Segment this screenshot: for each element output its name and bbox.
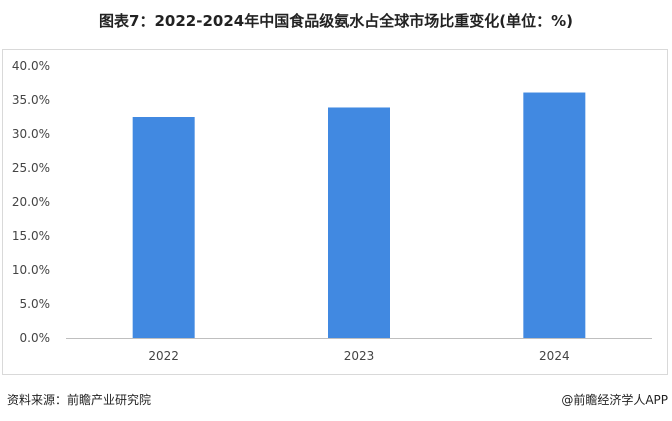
y-tick-label: 0.0% bbox=[20, 331, 51, 345]
y-tick-label: 35.0% bbox=[12, 93, 50, 107]
chart-frame bbox=[2, 49, 668, 375]
y-tick-label: 30.0% bbox=[12, 127, 50, 141]
bar-2023 bbox=[328, 107, 390, 338]
y-tick-label: 15.0% bbox=[12, 229, 50, 243]
x-tick-label: 2022 bbox=[148, 349, 179, 363]
y-tick-label: 25.0% bbox=[12, 161, 50, 175]
x-tick-label: 2023 bbox=[344, 349, 375, 363]
y-tick-label: 5.0% bbox=[20, 297, 51, 311]
brand-label: @前瞻经济学人APP bbox=[561, 393, 668, 407]
y-tick-label: 20.0% bbox=[12, 195, 50, 209]
bar-2024 bbox=[523, 92, 586, 339]
y-tick-label: 10.0% bbox=[12, 263, 50, 277]
chart-title: 图表7：2022-2024年中国食品级氨水占全球市场比重变化(单位：%) bbox=[99, 12, 573, 30]
y-tick-label: 40.0% bbox=[12, 59, 50, 73]
x-tick-label: 2024 bbox=[539, 349, 570, 363]
bar-2022 bbox=[132, 117, 195, 338]
source-note: 资料来源：前瞻产业研究院 bbox=[7, 393, 152, 407]
